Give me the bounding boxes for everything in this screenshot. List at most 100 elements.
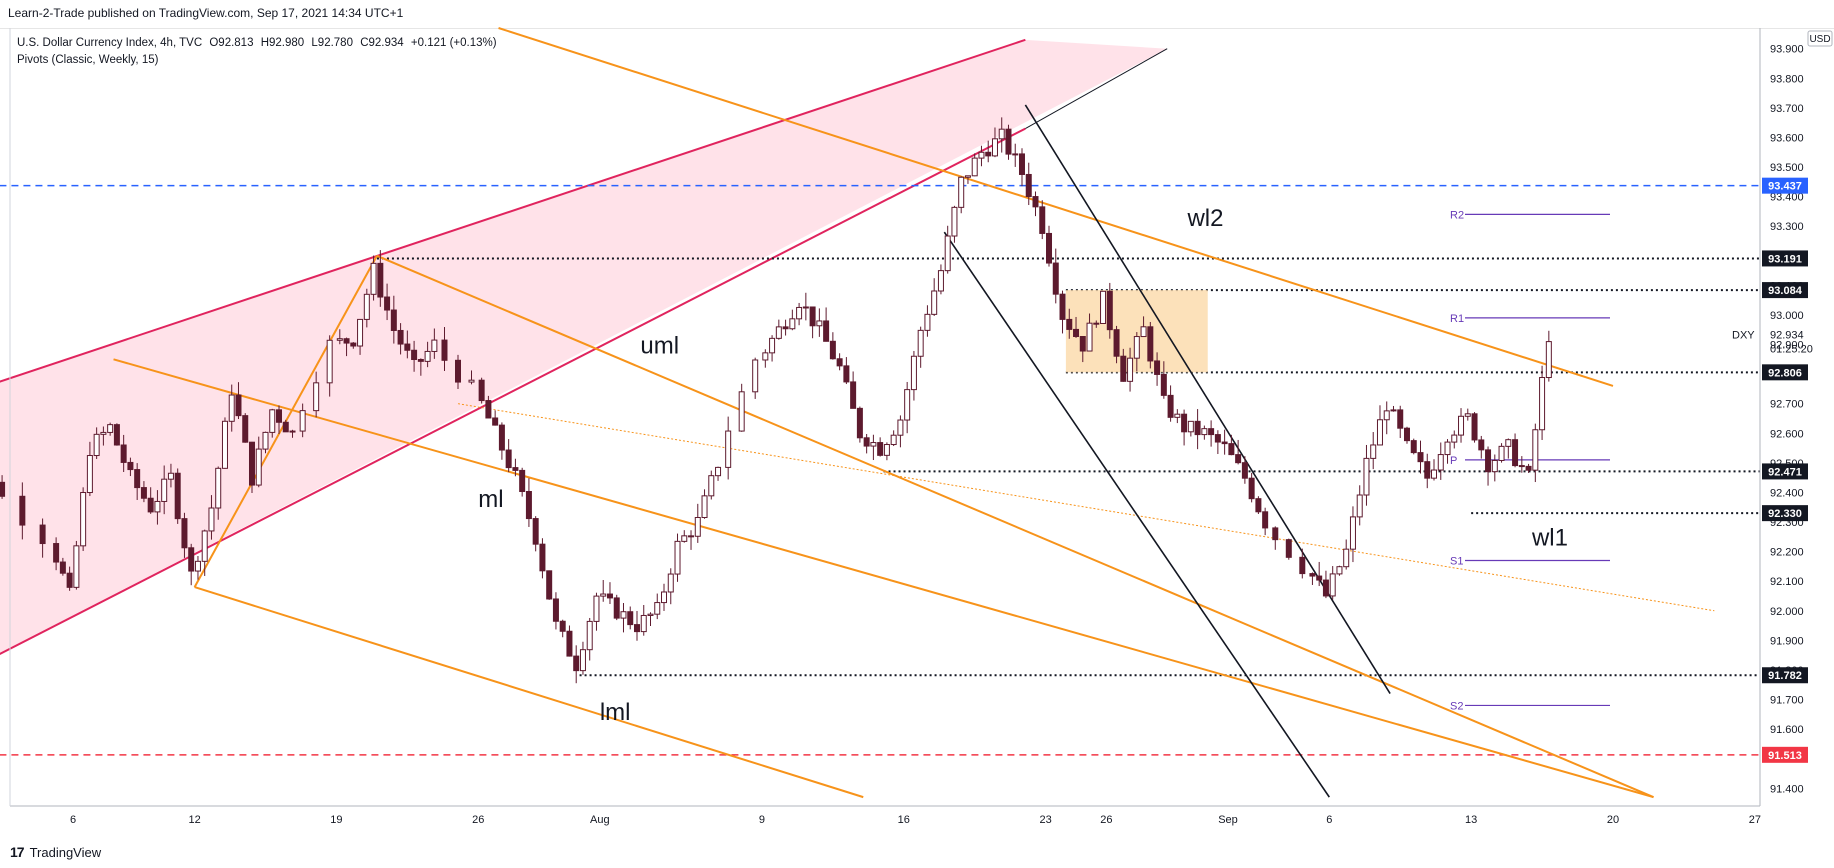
candle-body (313, 382, 320, 412)
candle-body (1485, 449, 1492, 473)
candle-body (1086, 322, 1093, 352)
pitchfork-upper-uml (376, 254, 1654, 799)
y-tick-label: 93.300 (1770, 221, 1804, 233)
candle-body (194, 560, 201, 572)
candle-body (1140, 326, 1147, 338)
price-label-box (1762, 746, 1808, 763)
candle-body (276, 409, 283, 423)
candle-body (343, 338, 350, 344)
y-tick-label: 91.600 (1770, 724, 1804, 736)
candle-body (762, 352, 769, 361)
price-label-text: 93.084 (1768, 285, 1803, 297)
candle-body (593, 595, 600, 622)
candle-body (796, 306, 803, 320)
candle-body (411, 349, 418, 360)
price-labels-layer: 93.437 93.191 93.084 92.806 92.471 92.330 91.7… (1732, 177, 1813, 763)
candle-body (86, 455, 93, 494)
candle-body (1120, 355, 1127, 382)
candle-body (850, 381, 857, 409)
candle-body (1464, 413, 1471, 417)
candle-body (917, 329, 924, 357)
price-label-box (1762, 667, 1808, 684)
candle-body (377, 262, 384, 298)
candle-body (1444, 441, 1451, 456)
candle-body (1059, 293, 1066, 320)
candle-body (417, 358, 424, 362)
candle-body (931, 290, 938, 315)
candle-body (1194, 420, 1201, 436)
candle-body (613, 597, 620, 619)
candle-body (384, 296, 391, 311)
x-tick-label: 13 (1465, 814, 1477, 826)
candle-body (478, 379, 485, 402)
candle-body (1255, 498, 1262, 513)
y-tick-label: 93.000 (1770, 310, 1804, 322)
candle-body (363, 293, 370, 320)
candle-body (1471, 413, 1478, 441)
pivot-label-r2: R2 (1450, 209, 1464, 221)
candle-body (870, 442, 877, 447)
y-tick-label: 92.200 (1770, 547, 1804, 559)
wedge-upper-line (0, 38, 1026, 383)
pitchfork-lower-lml (194, 586, 864, 799)
wedge-lower-extension (1025, 48, 1168, 130)
candle-body (978, 151, 985, 159)
legend-symbol-name: U.S. Dollar Currency Index, 4h, TVC (17, 37, 202, 49)
candle-body (991, 138, 998, 157)
candle-body (1100, 290, 1107, 324)
candle-body (1066, 318, 1073, 330)
candle-body (836, 358, 843, 367)
candle-body (485, 400, 492, 419)
candle-body (147, 497, 154, 513)
legend-o-label: O (209, 37, 218, 49)
candle-body (701, 495, 708, 519)
published-header: Learn-2-Trade published on TradingView.c… (8, 6, 404, 20)
candle-body (782, 326, 789, 330)
candle-body (1491, 459, 1498, 473)
candle-body (877, 442, 884, 456)
candle-body (1235, 454, 1242, 464)
tradingview-logo[interactable]: 17 TradingView (10, 843, 101, 861)
candle-body (80, 492, 87, 547)
candle-body (579, 649, 586, 672)
candle-body (816, 320, 823, 327)
x-tick-label: 12 (188, 814, 200, 826)
candle-body (985, 151, 992, 157)
x-tick-label: 26 (472, 814, 484, 826)
candle-body (1093, 322, 1100, 325)
candle-body (606, 593, 613, 599)
candle-body (1012, 153, 1019, 156)
candle-body (262, 431, 269, 450)
candle-body (951, 206, 958, 237)
descending-channel-line-1 (943, 231, 1330, 798)
x-tick-label: 6 (1326, 814, 1332, 826)
candle-body (552, 598, 559, 622)
legend-change: +0.121 (+0.13%) (411, 37, 497, 49)
candle-body (688, 535, 695, 538)
candle-body (600, 593, 607, 597)
candle-body (134, 469, 141, 489)
candle-body (1228, 443, 1235, 456)
candle-body (1545, 341, 1552, 379)
candle-body (1343, 548, 1350, 568)
candle-body (215, 467, 222, 509)
candle-body (188, 547, 195, 572)
candle-body (1505, 439, 1512, 447)
candle-body (525, 491, 532, 520)
candle-body (455, 359, 461, 383)
candle-body (725, 430, 732, 468)
candle-body (1154, 360, 1161, 375)
price-label-box (1762, 177, 1808, 194)
candle-body (255, 448, 262, 486)
y-tick-label: 93.900 (1770, 44, 1804, 56)
candle-body (1356, 494, 1363, 518)
candle-body (269, 409, 276, 433)
candle-body (390, 309, 397, 331)
candle-body (1316, 575, 1323, 581)
candle-body (113, 424, 120, 446)
candle-body (1025, 173, 1032, 198)
candle-body (1498, 445, 1505, 461)
legend-symbol: U.S. Dollar Currency Index, 4h, TVC O92.… (17, 37, 497, 49)
pivot-label-s1: S1 (1450, 555, 1463, 567)
